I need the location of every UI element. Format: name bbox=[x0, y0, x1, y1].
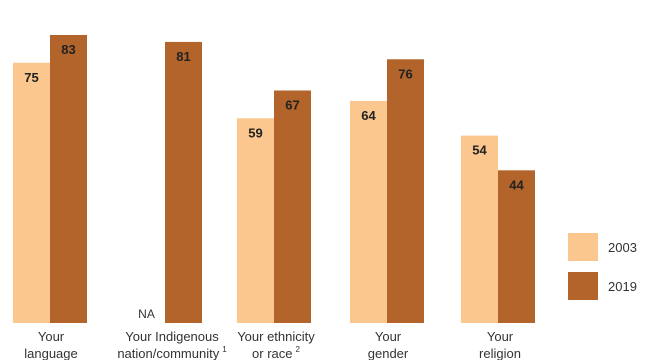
legend-swatch-2003 bbox=[568, 233, 598, 261]
bar-2019-4 bbox=[498, 170, 535, 323]
category-labels-layer: Your language Your Indigenousnation/commun… bbox=[24, 329, 521, 360]
value-label: 75 bbox=[24, 70, 38, 85]
category-label: nation/community 1 bbox=[117, 345, 227, 360]
category-label: Your bbox=[38, 329, 65, 344]
bar-2003-4 bbox=[461, 135, 498, 323]
category-label: Your bbox=[375, 329, 402, 344]
missing-value-label: NA bbox=[138, 307, 155, 321]
legend-label: 2003 bbox=[608, 240, 637, 255]
value-label: 81 bbox=[176, 49, 190, 64]
footnote-marker: 1 bbox=[222, 345, 227, 354]
bar-2003-2 bbox=[237, 118, 274, 324]
category-label: gender bbox=[368, 346, 409, 360]
legend-label: 2019 bbox=[608, 279, 637, 294]
value-label: 44 bbox=[509, 177, 524, 192]
value-label: 54 bbox=[472, 143, 487, 158]
bar-2003-0 bbox=[13, 62, 50, 323]
category-label: religion bbox=[479, 346, 521, 360]
category-label: or race 2 bbox=[252, 345, 300, 360]
value-label: 83 bbox=[61, 42, 75, 57]
value-label: 67 bbox=[285, 98, 299, 113]
category-label: Your bbox=[487, 329, 514, 344]
category-label: language bbox=[24, 346, 78, 360]
value-label: 64 bbox=[361, 108, 376, 123]
legend-swatch-2019 bbox=[568, 272, 598, 300]
value-label: 59 bbox=[248, 125, 262, 140]
bar-2003-3 bbox=[350, 100, 387, 323]
value-labels-layer: 75 83 NA 81 59 67 64 76 54 44 bbox=[24, 42, 524, 321]
bar-2019-3 bbox=[387, 59, 424, 323]
legend: 2003 2019 bbox=[568, 233, 637, 300]
category-label: Your ethnicity bbox=[237, 329, 315, 344]
category-label: Your Indigenous bbox=[125, 329, 219, 344]
footnote-marker: 2 bbox=[296, 345, 301, 354]
bars-layer bbox=[13, 34, 535, 324]
value-label: 76 bbox=[398, 66, 412, 81]
bar-2019-0 bbox=[50, 34, 87, 324]
bar-2019-2 bbox=[274, 90, 311, 323]
bar-2019-1 bbox=[165, 41, 202, 324]
